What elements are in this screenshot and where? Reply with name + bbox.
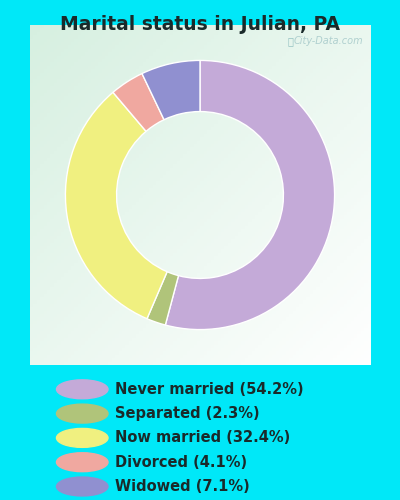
Circle shape (56, 453, 108, 471)
Circle shape (56, 404, 108, 423)
Text: City-Data.com: City-Data.com (293, 36, 363, 46)
Text: Divorced (4.1%): Divorced (4.1%) (115, 454, 248, 469)
Text: Now married (32.4%): Now married (32.4%) (115, 430, 291, 446)
Text: Never married (54.2%): Never married (54.2%) (115, 382, 304, 397)
Wedge shape (66, 92, 167, 318)
Wedge shape (147, 272, 178, 325)
Circle shape (56, 380, 108, 399)
Wedge shape (113, 74, 164, 132)
Circle shape (56, 428, 108, 448)
Text: Widowed (7.1%): Widowed (7.1%) (115, 479, 250, 494)
Text: ⓘ: ⓘ (288, 36, 294, 46)
Wedge shape (165, 60, 334, 330)
Circle shape (56, 477, 108, 496)
Text: Marital status in Julian, PA: Marital status in Julian, PA (60, 16, 340, 34)
Wedge shape (142, 60, 200, 120)
Text: Separated (2.3%): Separated (2.3%) (115, 406, 260, 421)
